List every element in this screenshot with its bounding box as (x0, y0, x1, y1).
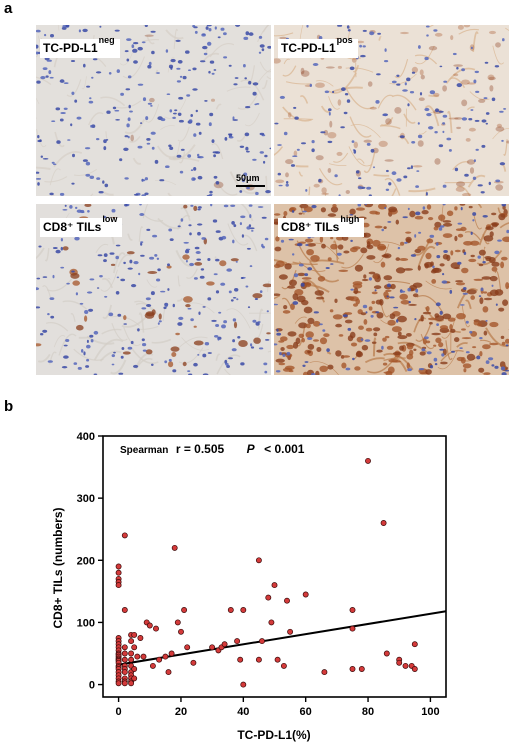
data-point (349, 607, 356, 613)
data-point (121, 532, 128, 539)
micrograph-label: CD8⁺ TILslow (40, 214, 123, 237)
data-point (209, 644, 216, 651)
scatter-chart: 0 20 40 60 80 100 0 100 200 300 400 CD8+ TILs (num… (51, 431, 447, 742)
data-point (156, 656, 163, 663)
data-point (240, 607, 247, 613)
data-point (140, 653, 147, 660)
data-point (168, 650, 175, 657)
data-point (411, 666, 418, 672)
data-point (162, 653, 169, 660)
x-tick-label: 60 (300, 706, 312, 718)
data-point (115, 680, 122, 687)
data-point (115, 582, 122, 589)
micrograph-tc-pd-l1-neg: TC-PD-L1neg 50μm (36, 25, 271, 196)
y-tick-label: 200 (77, 555, 95, 567)
data-point (131, 675, 138, 682)
micrograph-label: TC-PD-L1neg (40, 35, 120, 58)
data-point (134, 653, 141, 660)
data-point (128, 650, 135, 657)
micrograph-cd8-low: CD8⁺ TILslow (36, 204, 271, 375)
data-point (128, 638, 135, 645)
data-point (121, 680, 128, 687)
data-point (137, 635, 144, 641)
data-point (115, 569, 122, 576)
data-point (115, 563, 122, 570)
scale-bar: 50μm (236, 173, 266, 189)
data-point (358, 666, 365, 672)
data-point (284, 597, 290, 604)
y-tick-label: 300 (77, 493, 95, 505)
panel-b-letter: b (4, 398, 14, 415)
data-point (149, 662, 156, 669)
data-point (255, 656, 262, 663)
data-point (178, 628, 184, 635)
data-point (287, 628, 294, 635)
data-point (396, 659, 403, 666)
plot-frame (102, 435, 447, 698)
data-point (349, 666, 356, 672)
data-point (174, 619, 181, 626)
x-tick-label: 80 (362, 706, 374, 718)
data-point (411, 641, 418, 648)
micrograph-tc-pd-l1-pos: TC-PD-L1pos (274, 25, 509, 196)
x-tick-label: 40 (237, 706, 249, 718)
data-point (380, 520, 387, 526)
y-tick-label: 100 (77, 617, 95, 629)
data-point (121, 607, 128, 613)
data-point (153, 625, 159, 632)
data-point (131, 666, 138, 672)
y-tick-label: 400 (77, 431, 95, 443)
micrograph-label: TC-PD-L1pos (278, 35, 358, 58)
data-point (221, 641, 228, 648)
scale-bar-label: 50μm (236, 173, 260, 183)
data-point (131, 644, 138, 651)
data-point (234, 638, 241, 645)
x-tick-label: 0 (116, 706, 122, 718)
x-tick-label: 100 (421, 706, 439, 718)
data-point (184, 644, 191, 651)
data-point (280, 662, 287, 669)
data-point (190, 659, 197, 666)
data-point (121, 669, 128, 676)
spearman-prefix: Spearman (120, 445, 168, 456)
data-point (181, 607, 188, 613)
p-label: P (247, 442, 256, 456)
data-point (240, 681, 247, 688)
y-tick-label: 0 (89, 680, 95, 692)
data-point (121, 644, 128, 651)
data-point (268, 619, 275, 626)
data-point (131, 631, 138, 638)
data-point (171, 544, 178, 551)
data-point (128, 680, 135, 687)
spearman-r: r = 0.505 (176, 442, 225, 456)
data-point (146, 622, 153, 629)
data-point (274, 656, 281, 663)
micrograph-cd8-high: CD8⁺ TILshigh (274, 204, 509, 375)
data-point (237, 656, 244, 663)
data-point (165, 669, 172, 676)
panel-a-letter: a (4, 0, 13, 17)
data-point (121, 656, 128, 663)
data-point (383, 650, 390, 657)
p-value: < 0.001 (264, 442, 305, 456)
data-point (259, 638, 265, 645)
data-point (271, 582, 278, 589)
data-point (121, 650, 128, 657)
data-point (227, 607, 234, 613)
spearman-annotation: Spearman r = 0.505 P < 0.001 (120, 440, 305, 457)
micrograph-label: CD8⁺ TILshigh (278, 214, 365, 237)
x-tick-label: 20 (175, 706, 187, 718)
data-point (402, 662, 409, 669)
y-axis-label: CD8+ TILs (numbers) (51, 507, 65, 628)
data-point (365, 457, 371, 464)
data-point (321, 669, 328, 676)
x-axis-label: TC-PD-L1(%) (237, 728, 310, 742)
data-point (302, 591, 309, 598)
scale-bar-line (236, 185, 265, 187)
data-point (349, 625, 356, 632)
data-point (265, 594, 272, 601)
data-point (128, 656, 135, 663)
data-point (255, 557, 262, 564)
micrograph-tissue (274, 25, 509, 196)
